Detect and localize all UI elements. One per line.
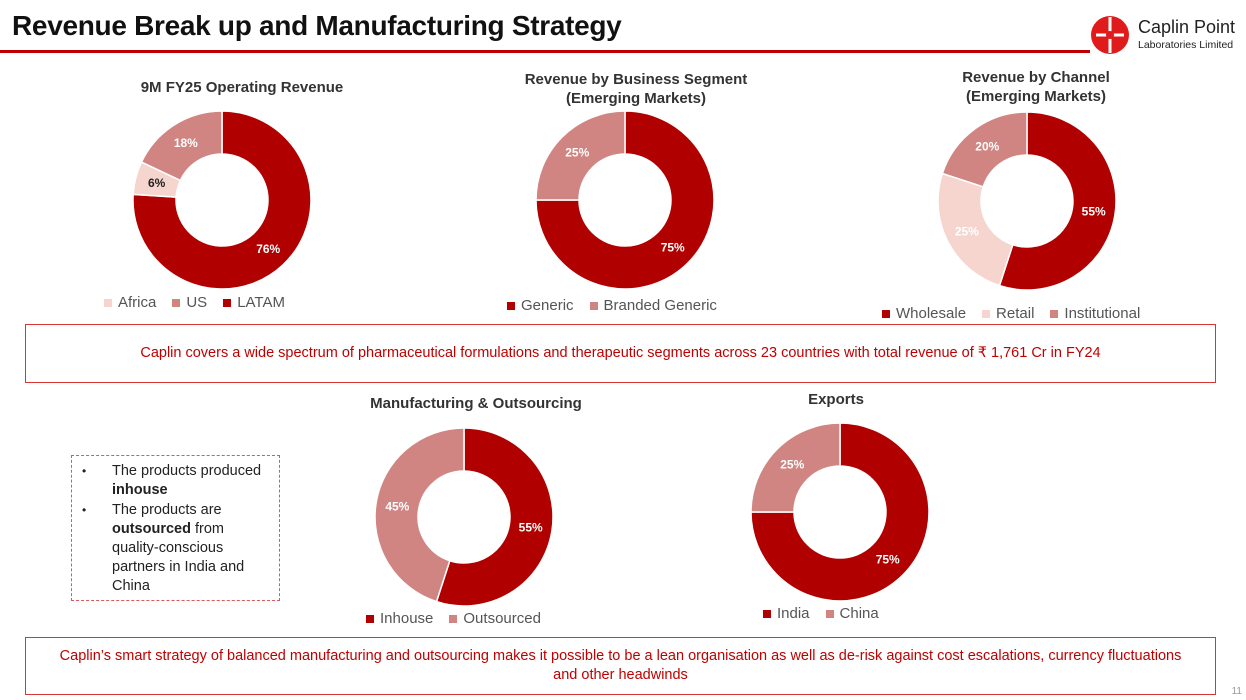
channel-legend: Wholesale Retail Institutional	[882, 305, 1156, 322]
channel-legend-label: Wholesale	[896, 305, 967, 322]
exports-legend-item-india: India	[763, 605, 810, 622]
exports-legend-swatch	[825, 609, 834, 618]
manufacturing-legend-label: Inhouse	[380, 610, 434, 627]
segment-legend-swatch	[507, 301, 515, 310]
segment-label-branded-generic: 25%	[565, 145, 589, 159]
manufacturing-legend-swatch	[366, 614, 374, 623]
manufacturing-legend-swatch	[449, 614, 458, 623]
operating-revenue-legend: Africa US LATAM	[104, 294, 301, 311]
manufacturing-notes-box: • The products produced inhouse • The pr…	[71, 455, 280, 601]
exports-legend-swatch	[763, 609, 771, 618]
manufacturing-donut-chart: 55% 45%	[374, 427, 554, 607]
operating-label-us: 18%	[174, 136, 198, 150]
logo-name: Caplin Point	[1138, 17, 1236, 37]
channel-legend-swatch	[982, 309, 991, 318]
channel-chart-title: Revenue by Channel (Emerging Markets)	[962, 69, 1110, 105]
exports-slice-china	[750, 422, 841, 513]
operating-legend-item-africa: Africa	[104, 294, 156, 311]
manufacturing-chart-title: Manufacturing & Outsourcing	[370, 395, 582, 412]
exports-slice-india	[750, 422, 930, 602]
segment-legend-item-generic: Generic	[507, 297, 574, 314]
channel-legend-label: Retail	[996, 305, 1035, 322]
spectrum-callout: Caplin covers a wide spectrum of pharmac…	[25, 324, 1216, 383]
exports-label-china: 25%	[780, 457, 804, 471]
operating-legend-item-us: US	[172, 294, 207, 311]
operating-revenue-chart-title: 9M FY25 Operating Revenue	[140, 79, 344, 96]
segment-slice-branded-generic	[535, 110, 626, 201]
page-title: Revenue Break up and Manufacturing Strat…	[12, 10, 622, 41]
page-number: 11	[1231, 686, 1242, 697]
strategy-callout: Caplin’s smart strategy of balanced manu…	[25, 637, 1216, 695]
segment-legend-label: Branded Generic	[603, 297, 717, 314]
operating-slice-us	[140, 110, 223, 182]
segment-legend-swatch	[589, 301, 598, 310]
manufacturing-slice-inhouse	[435, 427, 554, 607]
operating-label-africa: 6%	[148, 176, 166, 190]
company-logo: Caplin Point Laboratories Limited	[1090, 12, 1246, 54]
logo-subtitle: Laboratories Limited	[1138, 39, 1234, 51]
operating-legend-swatch	[223, 298, 232, 307]
channel-legend-item-wholesale: Wholesale	[882, 305, 966, 322]
channel-legend-label: Institutional	[1064, 305, 1141, 322]
segment-legend-label: Generic	[521, 297, 574, 314]
business-segment-chart-title: Revenue by Business Segment (Emerging Ma…	[524, 71, 748, 107]
operating-legend-label: US	[186, 294, 208, 311]
operating-legend-label: LATAM	[237, 294, 285, 311]
manufacturing-label-outsourced: 45%	[385, 499, 409, 513]
manufacturing-legend-label: Outsourced	[463, 610, 541, 627]
channel-legend-item-institutional: Institutional	[1050, 305, 1140, 322]
operating-slice-latam	[132, 110, 312, 290]
operating-legend-swatch	[172, 298, 181, 307]
channel-legend-swatch	[1050, 309, 1059, 318]
channel-slice-retail	[937, 172, 1014, 287]
business-segment-legend: Generic Branded Generic	[507, 297, 733, 314]
operating-legend-swatch	[104, 298, 112, 307]
channel-donut-chart: 55% 25% 20%	[937, 111, 1117, 291]
manufacturing-legend-item-inhouse: Inhouse	[366, 610, 433, 627]
exports-chart-title: Exports	[808, 391, 864, 408]
segment-legend-item-branded-generic: Branded Generic	[589, 297, 717, 314]
exports-legend-label: China	[839, 605, 879, 622]
channel-label-institutional: 20%	[975, 139, 999, 153]
channel-legend-swatch	[882, 309, 890, 318]
channel-label-retail: 25%	[955, 225, 979, 239]
exports-legend-label: India	[777, 605, 810, 622]
manufacturing-legend-item-outsourced: Outsourced	[449, 610, 541, 627]
operating-label-latam: 76%	[256, 242, 280, 256]
exports-label-india: 75%	[876, 553, 900, 567]
exports-legend: India China	[763, 605, 895, 622]
title-divider	[0, 50, 1090, 53]
exports-donut-chart: 75% 25%	[750, 422, 930, 602]
channel-slice-wholesale	[998, 111, 1117, 291]
operating-legend-item-latam: LATAM	[223, 294, 285, 311]
manufacturing-slice-outsourced	[374, 427, 465, 603]
segment-slice-generic	[535, 110, 715, 290]
operating-revenue-donut-chart: 76% 6% 18%	[132, 110, 312, 290]
caplin-logo-icon	[1091, 16, 1129, 54]
manufacturing-legend: Inhouse Outsourced	[366, 610, 557, 627]
business-segment-donut-chart: 75% 25%	[535, 110, 715, 290]
segment-label-generic: 75%	[661, 241, 685, 255]
channel-legend-item-retail: Retail	[982, 305, 1034, 322]
channel-slice-institutional	[941, 111, 1028, 188]
exports-legend-item-china: China	[825, 605, 879, 622]
channel-label-wholesale: 55%	[1082, 205, 1106, 219]
operating-legend-label: Africa	[118, 294, 157, 311]
manufacturing-label-inhouse: 55%	[519, 521, 543, 535]
